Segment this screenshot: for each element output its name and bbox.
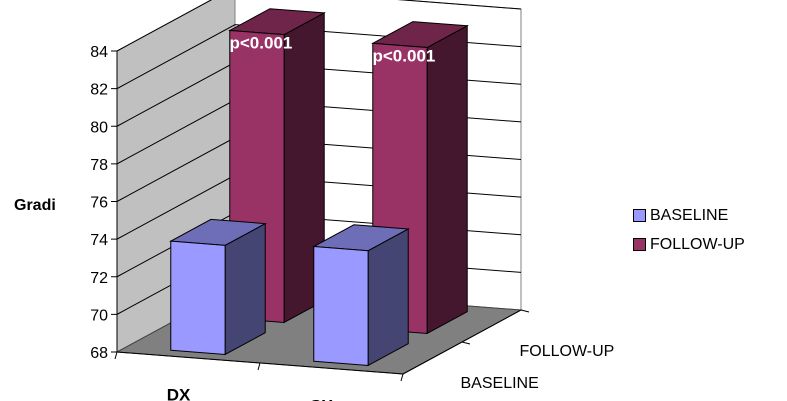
- depth-label-follow-up: FOLLOW-UP: [520, 343, 615, 360]
- y-axis-label: Gradi: [14, 197, 56, 214]
- y-tick-label-68: 68: [90, 345, 108, 362]
- y-tick-label-74: 74: [90, 232, 108, 249]
- bar-side: [224, 222, 266, 356]
- bar-front: [170, 240, 226, 356]
- chart-axes: [111, 50, 530, 382]
- bar-baseline-sx: [312, 224, 410, 367]
- x-tick-mark-0: [114, 351, 118, 360]
- depth-tick-mark-0: [461, 341, 471, 345]
- depth-tick-mark-1: [520, 309, 530, 313]
- y-tick-label-78: 78: [90, 157, 108, 174]
- legend-item-follow-up: FOLLOW-UP: [633, 230, 745, 259]
- depth-label-baseline: BASELINE: [461, 375, 539, 392]
- x-tick-label-sx: SX: [310, 397, 333, 401]
- bar-baseline-dx: [169, 218, 267, 356]
- y-tick-label-84: 84: [90, 44, 108, 61]
- legend-label-follow-up: FOLLOW-UP: [650, 235, 745, 253]
- data-label-sx: p<0.001: [373, 46, 436, 65]
- legend-label-baseline: BASELINE: [650, 206, 729, 224]
- legend-swatch-baseline: [633, 209, 646, 222]
- y-tick-label-80: 80: [90, 119, 108, 136]
- gridline-84: [116, 0, 522, 52]
- y-tick-label-82: 82: [90, 82, 108, 99]
- chart-bars: [169, 8, 469, 367]
- y-tick-label-76: 76: [90, 195, 108, 212]
- bar-side: [426, 24, 468, 335]
- x-tick-mark-1: [257, 362, 261, 371]
- x-tick-label-dx: DX: [167, 386, 191, 401]
- x-tick-mark-2: [400, 373, 404, 382]
- y-tick-label-70: 70: [90, 307, 108, 324]
- legend: BASELINE FOLLOW-UP: [633, 201, 745, 259]
- data-label-dx: p<0.001: [230, 34, 293, 53]
- legend-swatch-follow-up: [633, 238, 646, 251]
- bar-side: [367, 228, 409, 367]
- chart-labels: 68 70 72 74 76 78 80 82 84 p<0.001 p<0.001 DX SX BASE…: [14, 34, 614, 401]
- y-tick-label-72: 72: [90, 270, 108, 287]
- legend-item-baseline: BASELINE: [633, 201, 745, 230]
- bar-front: [313, 245, 369, 367]
